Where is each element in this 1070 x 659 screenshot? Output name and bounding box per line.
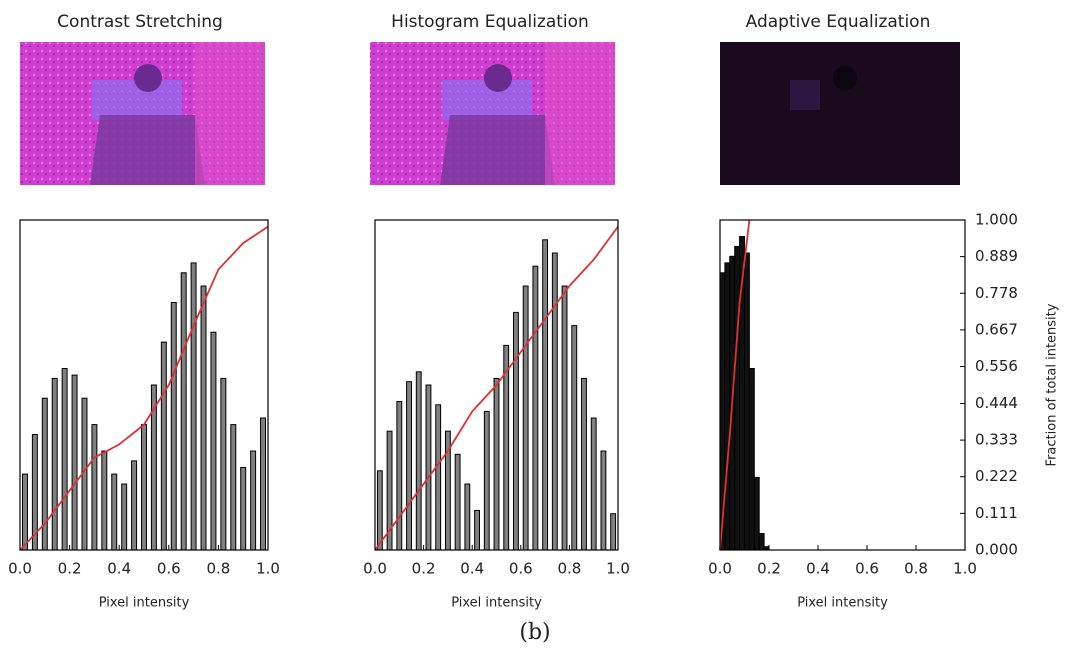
- histogram-bar: [483, 410, 490, 551]
- x-axis-label: Pixel intensity: [99, 596, 190, 611]
- histogram-bar: [474, 509, 480, 551]
- histogram-bar: [61, 368, 68, 551]
- histogram-bar: [724, 262, 731, 551]
- histogram-bar: [513, 311, 519, 551]
- y2-tick-label: 0.667: [975, 320, 1018, 338]
- x-tick-label: 1.0: [953, 560, 977, 578]
- histogram-bar: [230, 424, 237, 551]
- x-tick-label: 0.6: [509, 560, 533, 578]
- histogram-bar: [464, 483, 471, 551]
- y2-tick-label: 0.556: [975, 357, 1018, 375]
- x-tick-label: 0.2: [58, 560, 82, 578]
- cdf-line: [374, 226, 619, 551]
- x-tick-label: 0.6: [157, 560, 181, 578]
- histogram-bar: [581, 377, 587, 551]
- histogram-bar: [220, 377, 227, 551]
- histogram-bar: [91, 424, 98, 551]
- histogram-bar: [744, 252, 750, 551]
- histogram-bar: [758, 533, 765, 551]
- x-tick-label: 1.0: [256, 560, 280, 578]
- cdf-line: [719, 219, 751, 551]
- histogram-bar: [160, 341, 167, 551]
- x-tick-label: 0.8: [206, 560, 230, 578]
- histogram-bar: [121, 483, 128, 551]
- image-3: [720, 42, 960, 185]
- histogram-bar: [748, 368, 755, 551]
- histogram-bar: [376, 470, 383, 551]
- x-tick-label: 0.0: [363, 560, 387, 578]
- histogram-bar: [753, 476, 760, 551]
- histogram-bar: [493, 377, 500, 551]
- histogram-bar: [131, 460, 138, 551]
- histogram-bar: [415, 371, 422, 551]
- x-tick-label: 0.0: [8, 560, 32, 578]
- y2-tick-label: 0.778: [975, 284, 1018, 302]
- chart-title: Histogram Equalization: [391, 12, 589, 32]
- histogram-bar: [180, 272, 187, 551]
- histogram-bar: [734, 245, 741, 551]
- x-tick-label: 0.2: [757, 560, 781, 578]
- x-tick-label: 0.0: [708, 560, 732, 578]
- histogram-bar: [600, 450, 607, 551]
- histogram-bar: [111, 473, 118, 551]
- x-tick-label: 0.8: [557, 560, 581, 578]
- histogram-bar: [51, 377, 58, 551]
- chart-title: Adaptive Equalization: [746, 12, 931, 32]
- x-tick-label: 0.6: [855, 560, 879, 578]
- x-axis-label: Pixel intensity: [451, 596, 542, 611]
- caption: (b): [519, 620, 550, 645]
- chart-title: Contrast Stretching: [57, 12, 223, 32]
- y2-tick-label: 0.333: [975, 431, 1018, 449]
- histogram-bar: [190, 262, 197, 551]
- histogram-bar: [210, 331, 217, 551]
- y2-tick-label: 0.222: [975, 467, 1018, 485]
- histogram-bar: [503, 344, 510, 551]
- x-tick-label: 1.0: [606, 560, 630, 578]
- y2-tick-label: 0.000: [975, 541, 1018, 559]
- x-tick-label: 0.8: [904, 560, 928, 578]
- histogram-bar: [551, 252, 558, 551]
- x-tick-label: 0.4: [806, 560, 830, 578]
- histogram-bar: [522, 285, 529, 551]
- y2-axis-label: Fraction of total intensity: [1045, 303, 1060, 466]
- x-tick-label: 0.4: [107, 560, 131, 578]
- histogram-bar: [610, 513, 617, 551]
- x-tick-label: 0.2: [412, 560, 436, 578]
- histogram-bar: [71, 374, 78, 551]
- histogram-bar: [425, 384, 432, 551]
- y2-tick-label: 1.000: [975, 211, 1018, 229]
- histogram-bar: [200, 285, 207, 551]
- plot-frame: [374, 219, 619, 551]
- histogram-bar: [170, 302, 177, 551]
- histogram-bar: [396, 401, 403, 551]
- image-1: [20, 42, 265, 185]
- y2-tick-label: 0.111: [975, 504, 1018, 522]
- histogram-bar: [542, 239, 549, 551]
- histogram-bar: [454, 453, 461, 551]
- histogram-bar: [101, 450, 108, 551]
- histogram-bar: [240, 467, 247, 551]
- histogram-bar: [532, 265, 539, 551]
- histogram-bar: [260, 417, 267, 551]
- x-tick-label: 0.4: [460, 560, 484, 578]
- x-axis-label: Pixel intensity: [797, 596, 888, 611]
- histogram-bar: [141, 424, 147, 551]
- histogram-bar: [250, 450, 257, 551]
- histogram-bar: [41, 397, 48, 551]
- plot-frame: [19, 219, 269, 551]
- cdf-line: [19, 225, 269, 551]
- y2-tick-label: 0.889: [975, 247, 1018, 265]
- image-2: [370, 42, 615, 185]
- histogram-bar: [561, 285, 568, 551]
- histogram-bar: [21, 473, 28, 551]
- histogram-bar: [571, 325, 578, 551]
- y2-tick-label: 0.444: [975, 394, 1018, 412]
- histogram-bar: [406, 381, 412, 551]
- histogram-bar: [590, 417, 597, 551]
- plot-frame: [719, 219, 966, 551]
- histogram-bar: [435, 404, 442, 551]
